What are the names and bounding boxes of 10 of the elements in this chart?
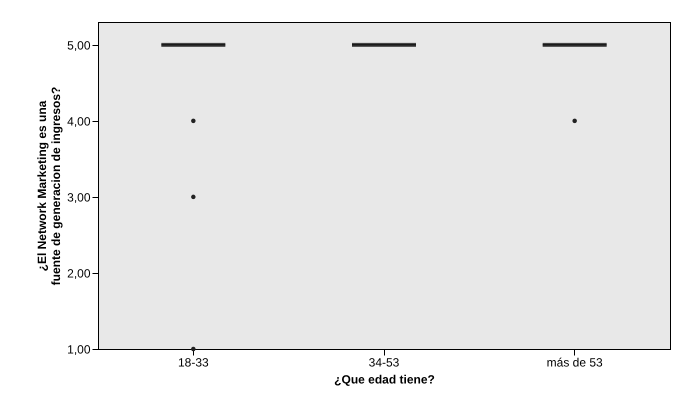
y-tick-label: 2,00	[67, 266, 91, 280]
y-tick-label: 4,00	[67, 114, 91, 128]
y-axis-title: ¿El Network Marketing es una fuente de generacion de ingresos?	[35, 86, 64, 286]
y-tick-label: 5,00	[67, 38, 91, 52]
x-tick-label: más de 53	[546, 356, 604, 370]
x-tick-label: 18-33	[178, 356, 209, 370]
x-tick-label: 34-53	[368, 356, 400, 370]
y-tick-label: 3,00	[67, 190, 91, 204]
x-axis-title: ¿Que edad tiene?	[334, 372, 435, 386]
y-tick-label: 1,00	[67, 342, 91, 356]
